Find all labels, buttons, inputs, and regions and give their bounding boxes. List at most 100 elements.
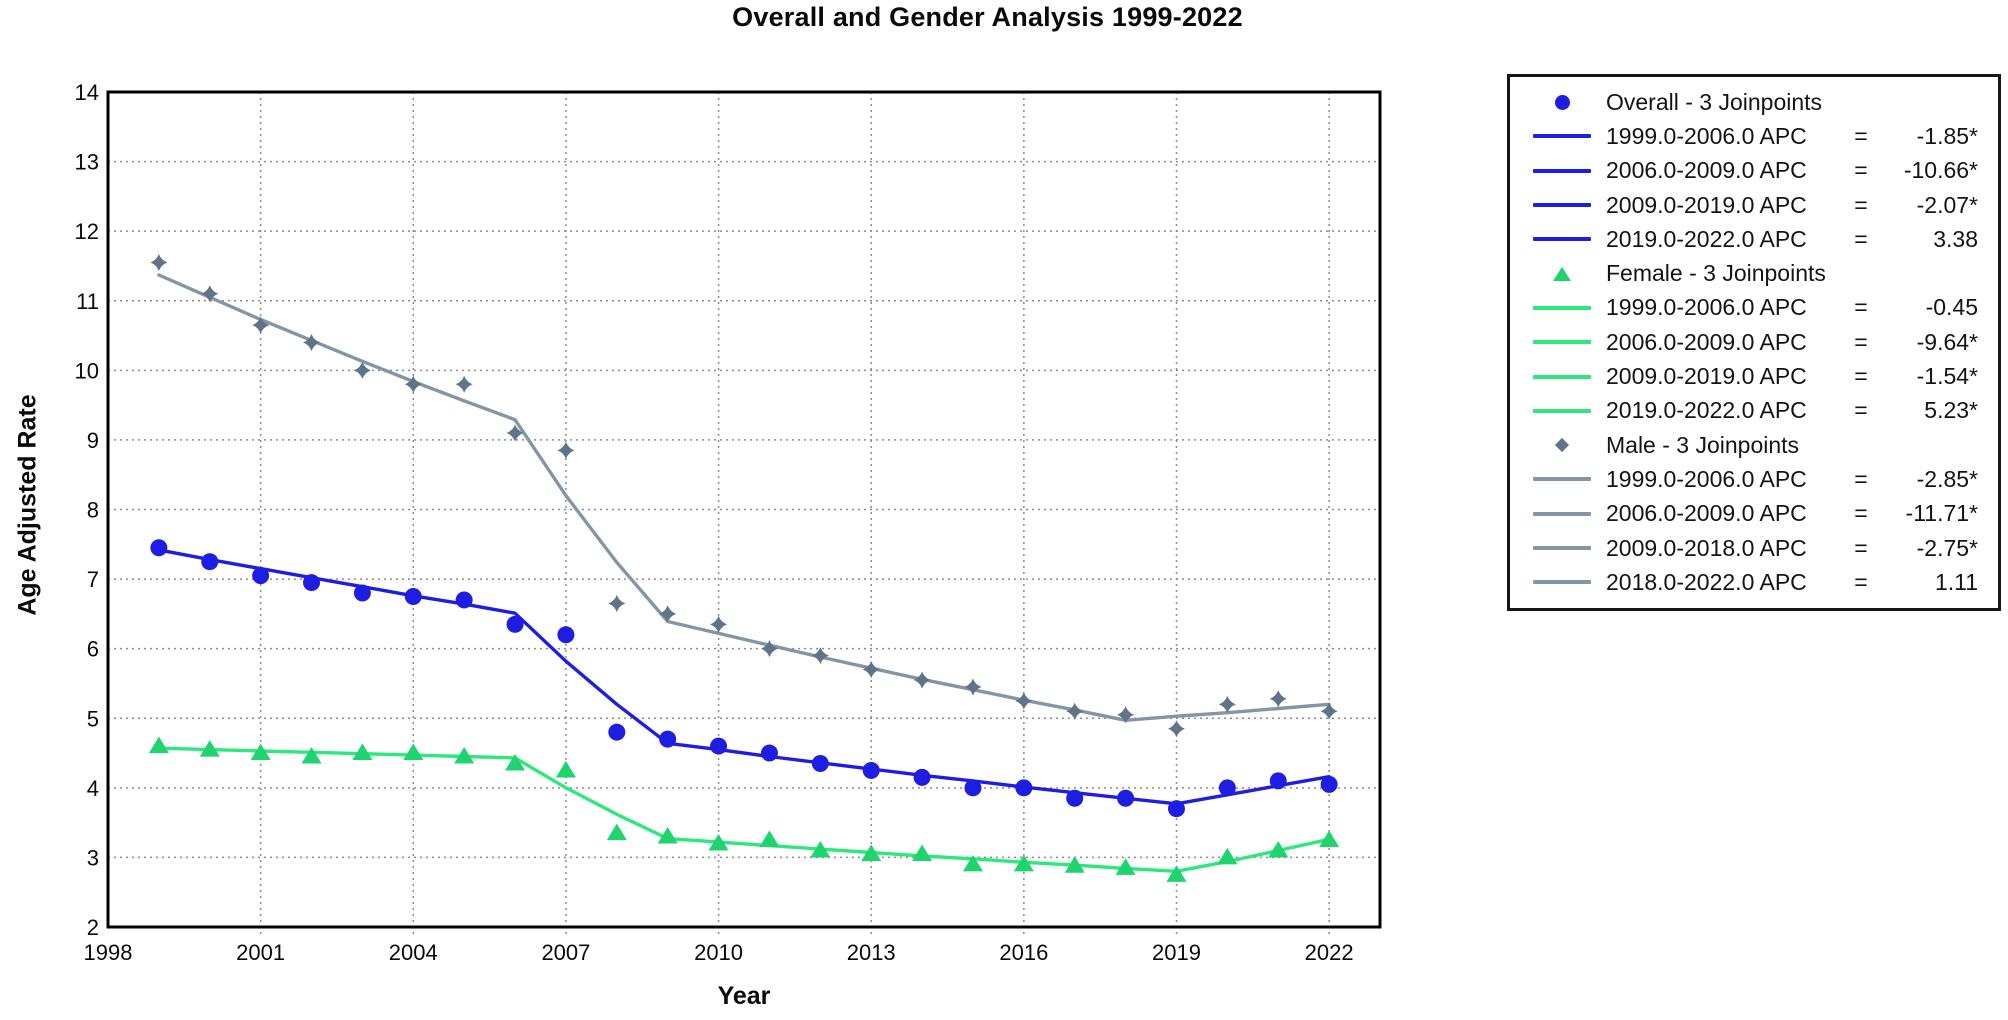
overall-point-marker [1218, 779, 1236, 797]
y-tick-label: 8 [87, 498, 99, 523]
chart-title: Overall and Gender Analysis 1999-2022 [732, 2, 1243, 32]
overall-point-marker [964, 779, 982, 797]
overall-point-marker [913, 768, 931, 786]
overall-point-marker [1269, 772, 1287, 790]
legend-apc-period: 2006.0-2009.0 APC [1606, 157, 1807, 184]
overall-point-marker [150, 539, 168, 557]
y-tick-label: 2 [87, 915, 99, 940]
legend-swatch-cell [1532, 94, 1592, 110]
overall-point-marker [353, 584, 371, 602]
overall-point-marker [201, 553, 219, 571]
female-point-marker [1013, 854, 1034, 872]
legend-swatch-cell [1532, 580, 1592, 585]
male-point-marker [303, 334, 321, 351]
y-tick-label: 11 [76, 289, 99, 314]
male-point-marker [659, 605, 677, 623]
x-tick-label: 2016 [999, 940, 1048, 965]
female-point-marker [962, 854, 983, 872]
male-point-marker [608, 594, 626, 612]
male-line-swatch [1533, 546, 1591, 550]
y-tick-label: 3 [87, 845, 99, 870]
overall-point-marker [659, 730, 677, 748]
legend-row: 2009.0-2019.0 APC = -2.07* [1510, 188, 1998, 222]
overall-point-marker [506, 615, 524, 633]
female-trend-line [157, 746, 1331, 873]
legend-row: 2019.0-2022.0 APC = 3.38 [1510, 222, 1998, 256]
legend-swatch-cell [1532, 374, 1592, 379]
y-tick-label: 12 [75, 219, 99, 244]
legend-equals-sign: = [1854, 500, 1868, 527]
male-point-marker [455, 375, 473, 393]
y-tick-label: 13 [75, 150, 99, 175]
male-point-marker [760, 640, 778, 658]
male-point-marker [150, 253, 168, 271]
male-point-marker [710, 615, 728, 633]
male-point-marker [964, 678, 982, 696]
legend-equals-sign: = [1854, 397, 1868, 424]
legend-apc-period: 2018.0-2022.0 APC [1606, 568, 1807, 595]
legend-apc-period: 2009.0-2018.0 APC [1606, 534, 1807, 561]
female-point-marker [250, 743, 271, 761]
legend-row: 2009.0-2019.0 APC = -1.54* [1510, 359, 1998, 393]
female-point-marker [912, 844, 933, 861]
legend-equals-sign: = [1854, 191, 1868, 218]
male-point-marker [353, 361, 371, 379]
male-point-marker [557, 441, 575, 459]
legend-swatch-cell [1532, 438, 1592, 453]
legend-row: Male - 3 Joinpoints [1510, 428, 1998, 462]
legend-apc-value: 3.38 [1933, 225, 1978, 252]
legend-apc-value: 1.11 [1934, 568, 1978, 595]
female-point-marker [505, 753, 526, 771]
legend-swatch-cell [1532, 546, 1592, 550]
female-line-swatch [1533, 408, 1591, 413]
female-point-marker [352, 743, 373, 761]
male-point-marker [1218, 695, 1236, 713]
female-point-marker [454, 747, 475, 764]
overall-point-marker [557, 626, 575, 644]
legend-equals-sign: = [1854, 465, 1868, 492]
female-point-marker [606, 823, 627, 841]
male-point-marker [506, 424, 524, 442]
legend-apc-period: 2009.0-2019.0 APC [1606, 191, 1807, 218]
x-tick-label: 2001 [236, 940, 285, 965]
male-point-marker [404, 375, 422, 393]
legend-row: 2018.0-2022.0 APC = 1.11 [1510, 565, 1998, 599]
female-point-marker [861, 844, 882, 861]
x-tick-label: 2022 [1305, 940, 1354, 965]
male-line-swatch [1533, 477, 1591, 482]
overall-point-marker [862, 761, 880, 779]
legend-apc-period: 1999.0-2006.0 APC [1606, 294, 1807, 321]
female-line-swatch [1533, 305, 1591, 310]
legend-apc-value: 5.23* [1924, 397, 1978, 424]
male-point-marker [1320, 702, 1338, 720]
female-point-marker [810, 840, 831, 858]
overall-point-marker [455, 591, 473, 609]
x-tick-label: 2010 [694, 940, 743, 965]
overall-point-marker [760, 744, 778, 762]
legend-equals-sign: = [1854, 534, 1868, 561]
female-triangle-icon [1553, 266, 1571, 281]
legend-apc-value: -10.66* [1903, 157, 1978, 184]
male-point-marker [913, 671, 931, 689]
overall-point-marker [252, 567, 270, 585]
male-trend-line [157, 273, 1331, 722]
legend-equals-sign: = [1854, 157, 1868, 184]
overall-point-marker [710, 737, 728, 755]
y-tick-label: 10 [75, 358, 99, 383]
female-point-marker [199, 740, 220, 757]
legend-equals-sign: = [1854, 225, 1868, 252]
legend-apc-period: 2019.0-2022.0 APC [1606, 397, 1807, 424]
y-tick-label: 14 [75, 80, 99, 105]
legend-swatch-cell [1532, 237, 1592, 242]
legend-apc-value: -2.75* [1916, 534, 1978, 561]
overall-line-swatch [1533, 168, 1591, 173]
legend-apc-value: -2.07* [1916, 191, 1978, 218]
female-line-swatch [1533, 374, 1591, 379]
y-axis-label: Age Adjusted Rate [13, 394, 42, 616]
legend-apc-value: -9.64* [1916, 328, 1978, 355]
legend-swatch-cell [1532, 477, 1592, 482]
legend: Overall - 3 Joinpoints 1999.0-2006.0 APC =… [1507, 74, 2001, 611]
overall-point-marker [1117, 789, 1135, 807]
overall-point-marker [404, 587, 422, 605]
male-point-marker [252, 316, 270, 334]
